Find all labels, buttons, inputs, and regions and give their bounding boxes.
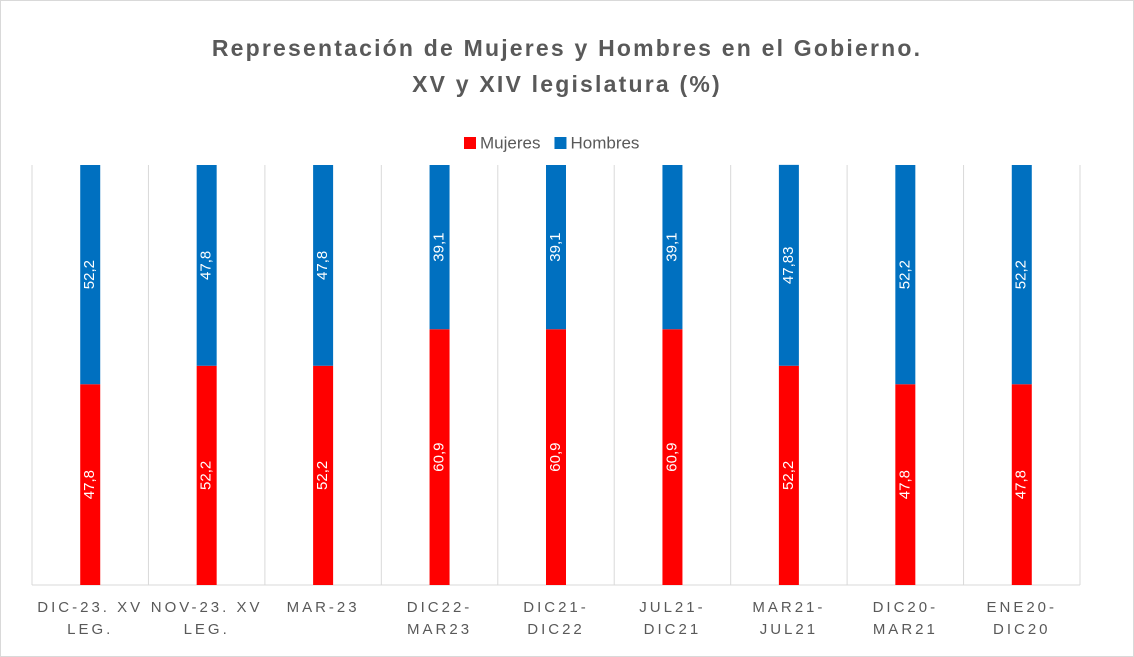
x-tick-label: MAR-23 bbox=[286, 599, 360, 616]
x-tick-label: ENE20-DIC20 bbox=[986, 599, 1058, 638]
data-label: 52,2 bbox=[896, 260, 913, 289]
x-tick-label: NOV-23. XV LEG. bbox=[150, 599, 263, 638]
data-label: 47,83 bbox=[780, 247, 797, 285]
x-tick-label: DIC20-MAR21 bbox=[872, 599, 939, 638]
bar-segment bbox=[662, 165, 683, 330]
bar-segment bbox=[80, 384, 101, 585]
data-label: 47,8 bbox=[896, 470, 913, 499]
data-label: 47,8 bbox=[198, 251, 215, 280]
bar-segment bbox=[80, 165, 101, 385]
bar-segment bbox=[313, 365, 334, 585]
data-label: 60,9 bbox=[431, 443, 448, 472]
x-tick-label: DIC22-MAR23 bbox=[406, 599, 473, 638]
data-label: 52,2 bbox=[81, 260, 98, 289]
data-label: 47,8 bbox=[81, 470, 98, 499]
data-label: 52,2 bbox=[198, 461, 215, 490]
data-label: 52,2 bbox=[780, 461, 797, 490]
data-label: 39,1 bbox=[663, 233, 680, 262]
data-label: 52,2 bbox=[314, 461, 331, 490]
data-label: 39,1 bbox=[431, 233, 448, 262]
bar-segment bbox=[196, 165, 217, 366]
legend-label: Mujeres bbox=[480, 133, 540, 152]
bar-segment bbox=[546, 165, 566, 330]
bar-segment bbox=[546, 329, 566, 585]
data-label: 60,9 bbox=[547, 443, 564, 472]
legend-swatch bbox=[554, 137, 567, 149]
x-tick-label: DIC21-DIC22 bbox=[523, 599, 589, 638]
legend-label: Hombres bbox=[570, 133, 639, 152]
bar-segment bbox=[429, 165, 450, 330]
x-tick-label: JUL21-DIC21 bbox=[639, 599, 706, 638]
bar-segment bbox=[196, 365, 217, 585]
x-tick-label: MAR21-JUL21 bbox=[752, 599, 826, 638]
bar-segment bbox=[895, 165, 916, 385]
bar-segment bbox=[313, 165, 334, 366]
bar-segment bbox=[429, 329, 450, 585]
data-label: 60,9 bbox=[663, 443, 680, 472]
bar-segment bbox=[778, 365, 799, 585]
bar-segment bbox=[1011, 165, 1032, 385]
bar-segment bbox=[662, 329, 683, 585]
data-label: 52,2 bbox=[1013, 260, 1030, 289]
chart-title: Representación de Mujeres y Hombres en e… bbox=[211, 35, 923, 97]
data-label: 47,8 bbox=[1013, 470, 1030, 499]
legend-swatch bbox=[464, 137, 476, 149]
data-label: 39,1 bbox=[547, 233, 564, 262]
x-tick-label: DIC-23. XV LEG. bbox=[37, 599, 144, 638]
bar-segment bbox=[778, 164, 799, 366]
bar-segment bbox=[895, 384, 916, 585]
data-label: 47,8 bbox=[314, 251, 331, 280]
bar-segment bbox=[1011, 384, 1032, 585]
